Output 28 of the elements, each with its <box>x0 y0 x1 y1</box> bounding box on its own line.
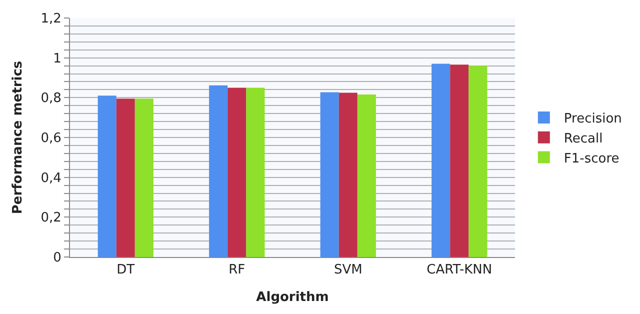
bar <box>468 66 488 257</box>
y-tick-label: 1,2 <box>40 12 62 27</box>
x-tick-label: DT <box>116 262 135 278</box>
x-tick-label: CART-KNN <box>426 262 492 278</box>
bar <box>338 92 358 257</box>
bar <box>357 94 376 257</box>
y-tick-label: 0,6 <box>40 131 62 146</box>
x-tick-label: SVM <box>334 262 362 278</box>
legend-label: Precision <box>564 112 622 127</box>
bar <box>116 98 135 257</box>
bar <box>209 85 228 257</box>
x-tick-label: RF <box>228 262 246 278</box>
y-tick-label: 0,4 <box>40 170 62 186</box>
bar <box>228 88 246 257</box>
legend-label: F1-score <box>564 151 620 166</box>
bar <box>432 64 450 257</box>
bar <box>98 96 116 257</box>
y-tick-label: 1 <box>53 51 62 66</box>
y-tick-label: 0,2 <box>40 210 62 226</box>
legend-label: Recall <box>564 131 603 146</box>
bar <box>320 92 339 257</box>
bar <box>246 88 265 257</box>
y-tick-label: 0,8 <box>40 91 62 106</box>
y-tick-label: 0 <box>53 250 62 266</box>
bar <box>450 64 469 257</box>
x-axis-title: Algorithm <box>256 290 329 306</box>
bar <box>134 98 154 257</box>
y-axis-title: Performance metrics <box>10 60 26 214</box>
